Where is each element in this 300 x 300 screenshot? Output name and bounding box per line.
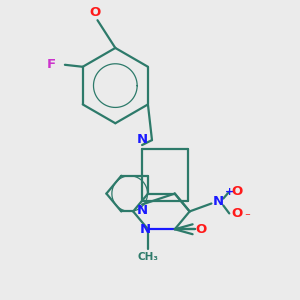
Text: N: N <box>136 204 148 217</box>
Text: N: N <box>140 223 151 236</box>
Text: O: O <box>232 185 243 198</box>
Text: CH₃: CH₃ <box>137 252 158 262</box>
Text: ⁻: ⁻ <box>244 212 250 222</box>
Text: N: N <box>136 133 148 146</box>
Text: F: F <box>46 58 56 71</box>
Text: +: + <box>225 187 234 196</box>
Text: O: O <box>89 6 100 19</box>
Text: O: O <box>195 223 206 236</box>
Text: N: N <box>213 195 224 208</box>
Text: O: O <box>232 207 243 220</box>
